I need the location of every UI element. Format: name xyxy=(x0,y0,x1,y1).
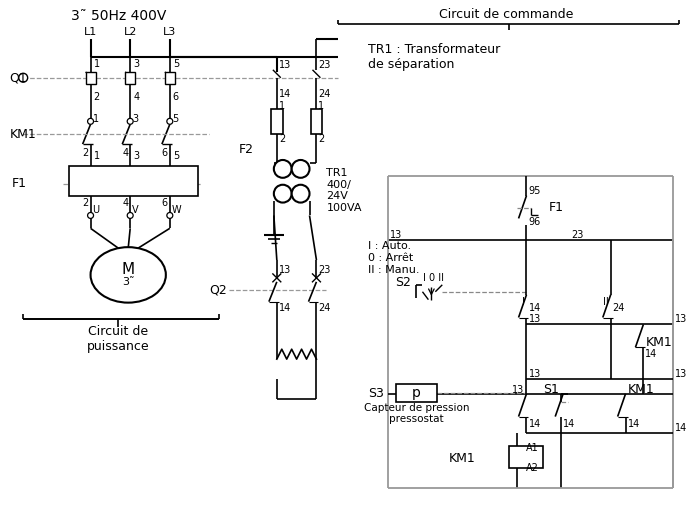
Text: I: I xyxy=(522,297,524,307)
Text: 13: 13 xyxy=(675,369,688,379)
Text: 3˜ 50Hz 400V: 3˜ 50Hz 400V xyxy=(70,10,166,23)
Text: V: V xyxy=(132,205,138,215)
Text: I : Auto.
0 : Arrêt
II : Manu.: I : Auto. 0 : Arrêt II : Manu. xyxy=(368,241,420,275)
Text: 5: 5 xyxy=(173,59,179,69)
Text: 13: 13 xyxy=(528,369,541,379)
Text: 3˜: 3˜ xyxy=(122,277,134,287)
Text: 1: 1 xyxy=(279,101,285,111)
Text: KM1: KM1 xyxy=(628,383,655,397)
Text: 13: 13 xyxy=(528,315,541,325)
Circle shape xyxy=(274,160,291,178)
Text: 14: 14 xyxy=(528,419,541,429)
Circle shape xyxy=(291,160,309,178)
Circle shape xyxy=(88,118,94,124)
Text: 14: 14 xyxy=(646,349,657,359)
Text: 23: 23 xyxy=(571,230,584,240)
Text: L3: L3 xyxy=(163,27,176,37)
Text: 24: 24 xyxy=(318,89,331,99)
Text: 13: 13 xyxy=(512,385,524,395)
Text: 2: 2 xyxy=(82,148,89,158)
Text: 1: 1 xyxy=(94,59,100,69)
Text: KM1: KM1 xyxy=(646,336,672,349)
Text: 95: 95 xyxy=(528,186,541,196)
Text: 1: 1 xyxy=(92,115,99,125)
Text: 13: 13 xyxy=(279,265,291,275)
Text: M: M xyxy=(122,262,135,277)
Text: S2: S2 xyxy=(395,276,411,289)
Text: Q2: Q2 xyxy=(209,283,227,296)
Circle shape xyxy=(127,212,133,219)
Text: p: p xyxy=(412,386,421,400)
Text: L1: L1 xyxy=(84,27,97,37)
Text: L2: L2 xyxy=(123,27,137,37)
Circle shape xyxy=(167,118,173,124)
Circle shape xyxy=(274,185,291,203)
Text: 1: 1 xyxy=(94,151,100,161)
Bar xyxy=(125,72,135,83)
Text: Circuit de commande: Circuit de commande xyxy=(440,8,574,21)
Text: 14: 14 xyxy=(279,303,291,313)
Text: 14: 14 xyxy=(279,89,291,99)
Text: TR1
400/
24V
100VA: TR1 400/ 24V 100VA xyxy=(327,168,362,213)
Text: 2: 2 xyxy=(318,134,325,144)
Text: KM1: KM1 xyxy=(449,451,476,465)
Bar xyxy=(85,72,96,83)
Bar xyxy=(271,109,282,134)
Text: 14: 14 xyxy=(675,423,688,433)
Text: 5: 5 xyxy=(172,115,178,125)
Text: 14: 14 xyxy=(628,419,640,429)
Bar xyxy=(165,72,175,83)
Text: 13: 13 xyxy=(390,230,402,240)
Circle shape xyxy=(291,185,309,203)
Text: W: W xyxy=(172,205,181,215)
Circle shape xyxy=(88,212,94,219)
Ellipse shape xyxy=(90,247,166,303)
Circle shape xyxy=(167,212,173,219)
Text: 13: 13 xyxy=(675,315,688,325)
Text: F1: F1 xyxy=(548,201,564,214)
Text: A2: A2 xyxy=(526,463,538,473)
Text: Capteur de pression
pressostat: Capteur de pression pressostat xyxy=(364,403,469,425)
Text: 1: 1 xyxy=(318,101,325,111)
Bar xyxy=(508,446,544,468)
Text: S3: S3 xyxy=(368,387,384,400)
Text: 3: 3 xyxy=(133,151,139,161)
Text: Circuit de
puissance: Circuit de puissance xyxy=(87,325,150,353)
Text: 6: 6 xyxy=(162,197,168,208)
Circle shape xyxy=(127,118,133,124)
Text: U: U xyxy=(92,205,100,215)
Text: 3: 3 xyxy=(133,59,139,69)
Bar xyxy=(311,109,322,134)
Text: I 0 II: I 0 II xyxy=(423,273,444,283)
Text: 24: 24 xyxy=(318,303,331,313)
Bar xyxy=(395,384,438,402)
Text: Q1: Q1 xyxy=(10,71,27,84)
Text: 6: 6 xyxy=(173,91,179,101)
Text: 2: 2 xyxy=(82,197,89,208)
Bar xyxy=(69,166,198,196)
Text: 5: 5 xyxy=(173,151,179,161)
Text: 23: 23 xyxy=(318,60,331,70)
Text: 3: 3 xyxy=(132,115,138,125)
Text: II: II xyxy=(603,297,608,307)
Text: 23: 23 xyxy=(318,265,331,275)
Text: 2: 2 xyxy=(94,91,100,101)
Text: 24: 24 xyxy=(613,303,625,313)
Text: KM1: KM1 xyxy=(10,128,36,141)
Text: F2: F2 xyxy=(239,143,254,156)
Circle shape xyxy=(19,73,28,82)
Text: 2: 2 xyxy=(279,134,285,144)
Text: 14: 14 xyxy=(563,419,575,429)
Text: 96: 96 xyxy=(528,218,541,228)
Text: 6: 6 xyxy=(162,148,168,158)
Text: 4: 4 xyxy=(122,197,128,208)
Text: 14: 14 xyxy=(528,303,541,313)
Text: A1: A1 xyxy=(526,444,538,453)
Text: F1: F1 xyxy=(11,177,26,190)
Text: 4: 4 xyxy=(122,148,128,158)
Text: TR1 : Transformateur
de séparation: TR1 : Transformateur de séparation xyxy=(368,43,500,71)
Text: 4: 4 xyxy=(133,91,139,101)
Text: S1: S1 xyxy=(544,383,559,397)
Text: 13: 13 xyxy=(279,60,291,70)
